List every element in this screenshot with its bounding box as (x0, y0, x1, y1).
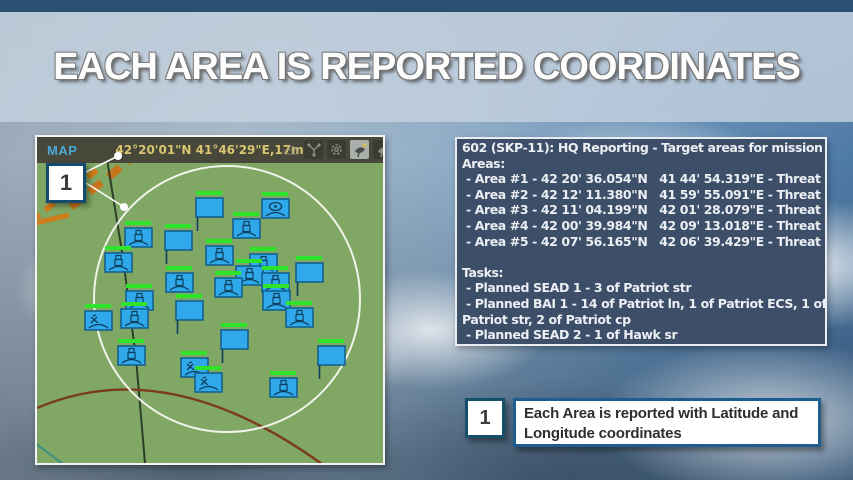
map-unit-flag-icon[interactable] (175, 294, 204, 334)
map-unit-ad-icon[interactable] (165, 266, 194, 306)
map-callout-number: 1 (46, 163, 86, 203)
unit-health-bar (181, 351, 207, 355)
unit-health-bar (206, 239, 232, 243)
title-band: EACH AREA IS REPORTED COORDINATES (0, 12, 853, 122)
map-unit-flag-icon[interactable] (220, 323, 249, 363)
briefing-line: - Area #3 - 42 11' 04.199"N 42 01' 28.07… (462, 202, 821, 218)
page-title: EACH AREA IS REPORTED COORDINATES (53, 45, 801, 88)
top-accent-bar (0, 0, 853, 12)
map-panel: MAP 42°20'01"N 41°46'29"E,17m (35, 135, 385, 465)
map-unit-flag-icon[interactable] (164, 224, 193, 264)
unit-health-bar (296, 256, 322, 260)
unit-health-bar (233, 212, 259, 216)
unit-health-bar (286, 301, 312, 305)
map-unit-ad-icon[interactable] (120, 302, 149, 342)
map-unit-ad-icon[interactable] (214, 271, 243, 311)
unit-health-bar (105, 246, 131, 250)
map-unit-ad-icon[interactable] (124, 221, 153, 261)
unit-health-bar (166, 266, 192, 270)
briefing-line: - Area #5 - 42 07' 56.165"N 42 06' 39.42… (462, 233, 821, 249)
unit-health-bar (195, 366, 221, 370)
briefing-line: - Area #1 - 42 20' 36.054"N 41 44' 54.31… (462, 171, 821, 187)
route-branch-icon[interactable] (304, 140, 323, 159)
briefing-line: - Area #2 - 42 12' 11.380"N 41 59' 55.09… (462, 186, 821, 202)
tank-icon[interactable] (281, 140, 300, 159)
unit-health-bar (262, 266, 288, 270)
map-unit-flag-icon[interactable] (295, 256, 324, 296)
unit-health-bar (176, 294, 202, 298)
range-circle (93, 165, 361, 433)
map-unit-crossed-icon[interactable] (84, 304, 113, 344)
annotation-line-2: Longitude coordinates (524, 425, 682, 442)
briefing-panel: 602 (SKP-11): HQ Reporting - Target area… (455, 137, 827, 346)
briefing-line: 602 (SKP-11): HQ Reporting - Target area… (462, 140, 827, 155)
unit-health-bar (215, 271, 241, 275)
briefing-line: Areas: (462, 155, 505, 171)
briefing-line: - Planned CAS 2 - 3 of M1097 Avenger, 1 … (462, 343, 825, 344)
map-unit-ad-icon[interactable] (269, 371, 298, 411)
unit-health-bar (318, 339, 344, 343)
briefing-line: - Planned SEAD 1 - 3 of Patriot str (462, 280, 692, 296)
map-unit-ad-icon[interactable] (117, 339, 146, 379)
map-header-bar: MAP 42°20'01"N 41°46'29"E,17m (37, 137, 383, 163)
unit-health-bar (263, 284, 289, 288)
briefing-line: - Planned SEAD 2 - 1 of Hawk sr (462, 327, 678, 343)
map-unit-crossed-icon[interactable] (194, 366, 223, 406)
annotation-text-box: Each Area is reported with Latitude and … (513, 398, 821, 447)
unit-health-bar (85, 304, 111, 308)
map-unit-ad-icon[interactable] (285, 301, 314, 341)
unit-health-bar (221, 323, 247, 327)
map-unit-ad-icon[interactable] (232, 212, 261, 252)
map-unit-ad-icon[interactable] (262, 284, 291, 324)
unit-health-bar (196, 191, 222, 195)
unit-health-bar (121, 302, 147, 306)
briefing-line: Patriot str, 2 of Patriot cp (462, 311, 631, 327)
map-cursor-coordinates: 42°20'01"N 41°46'29"E,17m (115, 143, 304, 157)
map-viewport[interactable] (37, 163, 383, 463)
map-unit-radar-icon[interactable] (261, 192, 290, 232)
unit-health-bar (236, 259, 262, 263)
satellite-dish-partial-icon[interactable] (373, 140, 383, 159)
gear-icon[interactable] (327, 140, 346, 159)
unit-health-bar (262, 192, 288, 196)
map-unit-ad-icon[interactable] (205, 239, 234, 279)
map-unit-flag-icon[interactable] (317, 339, 346, 379)
map-unit-flag-icon[interactable] (195, 191, 224, 231)
unit-health-bar (250, 247, 276, 251)
map-toolbar (281, 140, 383, 159)
unit-health-bar (270, 371, 296, 375)
map-app-label: MAP (47, 142, 78, 158)
unit-health-bar (118, 339, 144, 343)
briefing-line: - Area #4 - 42 00' 39.984"N 42 09' 13.01… (462, 217, 821, 233)
map-unit-ad-icon[interactable] (104, 246, 133, 286)
annotation-number-box: 1 (465, 398, 505, 438)
unit-health-bar (165, 224, 191, 228)
satellite-dish-icon[interactable] (350, 140, 369, 159)
briefing-line (462, 249, 825, 265)
briefing-line: - Planned BAI 1 - 14 of Patriot ln, 1 of… (462, 295, 827, 311)
briefing-line: Tasks: (462, 264, 504, 280)
unit-health-bar (125, 221, 151, 225)
unit-health-bar (126, 284, 152, 288)
annotation-line-1: Each Area is reported with Latitude and (524, 405, 799, 422)
